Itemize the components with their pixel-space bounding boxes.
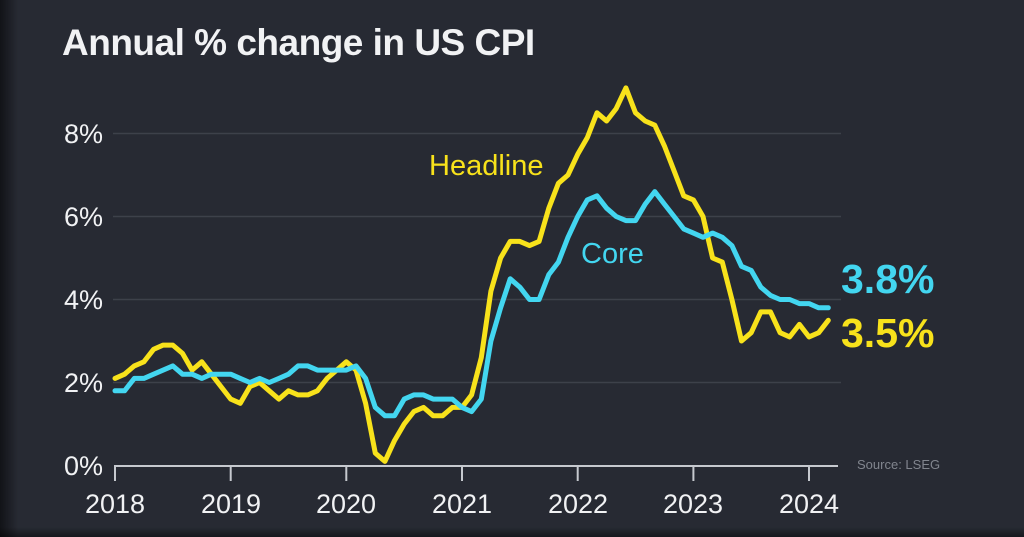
x-tick-label: 2022 xyxy=(547,489,609,519)
headline-latest-value: 3.5% xyxy=(841,310,935,356)
x-tick-label: 2020 xyxy=(315,489,377,519)
x-tick-label: 2018 xyxy=(84,489,146,519)
y-tick-label: 4% xyxy=(63,285,103,315)
source-attribution: Source: LSEG xyxy=(857,457,941,472)
y-tick-label: 0% xyxy=(63,451,103,481)
headline-series-label: Headline xyxy=(429,150,544,182)
x-tick-label: 2023 xyxy=(662,489,724,519)
core-latest-value: 3.8% xyxy=(841,256,935,302)
y-tick-label: 6% xyxy=(63,202,103,232)
x-tick-label: 2019 xyxy=(200,489,262,519)
y-tick-label: 2% xyxy=(63,368,103,398)
y-tick-label: 8% xyxy=(63,119,103,149)
core-series-label: Core xyxy=(581,238,644,270)
x-tick-label: 2024 xyxy=(778,489,840,519)
chart-title: Annual % change in US CPI xyxy=(62,22,535,63)
x-tick-label: 2021 xyxy=(431,489,493,519)
